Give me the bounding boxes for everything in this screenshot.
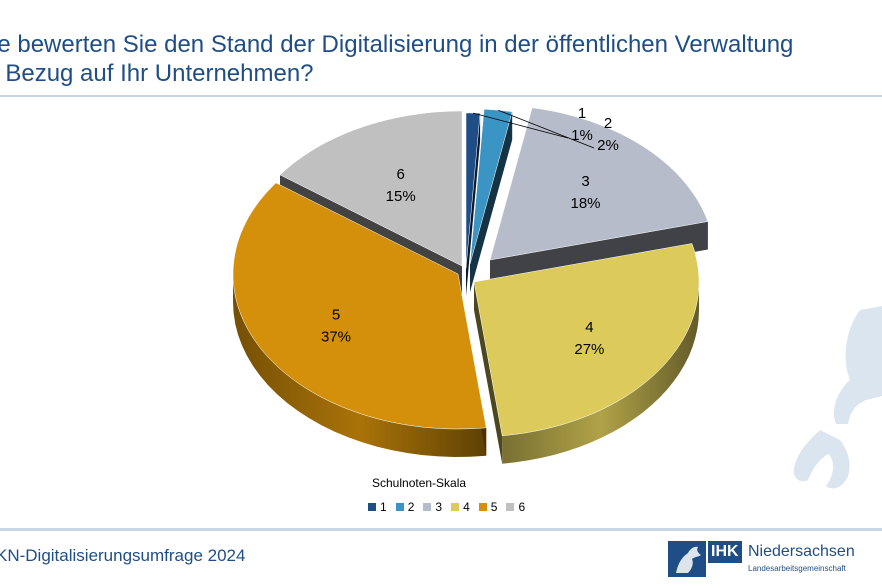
legend: 1 2 3 4 5 6 [368, 500, 525, 514]
legend-item-2: 2 [395, 500, 415, 514]
data-label-value-1: 1% [571, 127, 593, 144]
data-label-category-3: 3 [581, 173, 589, 190]
chart-title-line-2: t Bezug auf Ihr Unternehmen? [0, 60, 314, 87]
pie-slice-6 [279, 110, 463, 267]
legend-title: Schulnoten-Skala [372, 476, 467, 490]
data-label-value-4: 27% [574, 341, 604, 358]
data-label-value-3: 18% [570, 195, 600, 212]
data-label-category-6: 6 [397, 166, 405, 183]
logo-region-name: Niedersachsen [748, 543, 855, 560]
data-label-value-2: 2% [597, 137, 619, 154]
logo-subtitle: Landesarbeitsgemeinschaft [748, 564, 846, 573]
pie-leader-lines [472, 109, 595, 149]
legend-swatch-1 [368, 503, 376, 511]
legend-label-5: 5 [490, 500, 498, 514]
data-label-value-6: 15% [386, 188, 416, 205]
pie-wall-1-1 [466, 113, 481, 296]
legend-label-2: 2 [407, 500, 415, 514]
pie-top-faces [232, 107, 709, 437]
leader-line-2 [498, 109, 595, 149]
pie-slice-3 [489, 107, 709, 261]
ihk-logo: IHK Niedersachsen Landesarbeitsgemeinsch… [668, 541, 868, 577]
legend-swatch-4 [451, 503, 460, 511]
leader-line-1 [472, 112, 569, 139]
header-divider [0, 95, 882, 97]
legend-item-3: 3 [423, 500, 442, 514]
legend-item-6: 6 [506, 500, 525, 514]
data-label-category-1: 1 [578, 105, 586, 122]
legend-label-4: 4 [463, 500, 470, 514]
pie-wall-2-1 [470, 111, 513, 292]
pie-slice-4 [473, 243, 700, 437]
footer-divider [0, 528, 882, 531]
legend-swatch-6 [506, 503, 515, 511]
data-label-category-4: 4 [585, 319, 593, 336]
legend-label-1: 1 [380, 500, 387, 514]
legend-item-1: 1 [368, 500, 387, 514]
footer-survey-title: KN-Digitalisierungsumfrage 2024 [0, 546, 246, 565]
pie-wall-4-1 [474, 282, 503, 464]
legend-label-3: 3 [435, 500, 443, 514]
pie-side-5 [233, 274, 487, 457]
horse-watermark-icon [793, 306, 882, 489]
horse-logo-icon [668, 541, 706, 577]
pie-slice-5 [232, 182, 487, 430]
legend-item-5: 5 [478, 500, 498, 514]
legend-swatch-3 [423, 503, 432, 511]
data-label-value-5: 37% [321, 329, 351, 346]
chart-title-line-1: ie bewerten Sie den Stand der Digitalisi… [0, 31, 794, 58]
pie-side-4 [502, 282, 699, 464]
logo-ihk-text: IHK [708, 541, 742, 563]
pie-side-faces [233, 274, 699, 464]
legend-swatch-2 [395, 503, 404, 511]
legend-label-6: 6 [518, 500, 526, 514]
pie-data-labels: 1 1% 2 2% 3 18% 4 27% 5 37% 6 15% [321, 105, 619, 358]
data-label-category-2: 2 [604, 115, 612, 132]
legend-item-4: 4 [451, 500, 470, 514]
data-label-category-5: 5 [332, 307, 340, 324]
legend-swatch-5 [478, 503, 487, 511]
chart-title: ie bewerten Sie den Stand der Digitalisi… [0, 30, 872, 88]
